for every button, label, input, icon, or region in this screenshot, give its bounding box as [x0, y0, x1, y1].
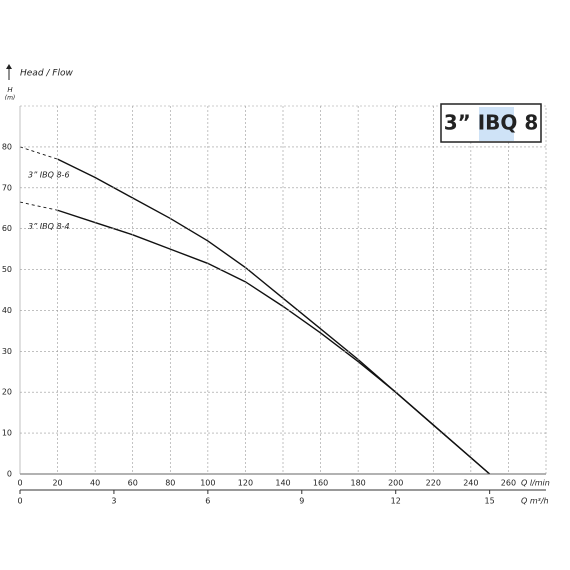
x-tick-label: 20 [52, 479, 62, 488]
curve-extrapolated [19, 146, 58, 160]
x-tick-label: 120 [238, 479, 253, 488]
x2-tick-label: 0 [17, 497, 22, 506]
y-tick-label: 70 [2, 183, 12, 192]
x2-tick-label: 15 [485, 497, 495, 506]
curve [57, 158, 491, 475]
y-unit: (m) [5, 95, 16, 102]
chart-title: 3” IBQ 8 [444, 111, 539, 135]
x-tick-label: 200 [388, 479, 403, 488]
x2-tick-label: 3 [111, 497, 116, 506]
y-label: Head / Flow [20, 69, 73, 79]
x2-tick-label: 12 [391, 497, 401, 506]
x-tick-label: 220 [426, 479, 441, 488]
y-tick-label: 50 [2, 265, 12, 274]
x-tick-label: 180 [351, 479, 366, 488]
curve [57, 209, 491, 475]
highlight [479, 107, 514, 141]
x-tick-label: 260 [501, 479, 516, 488]
x2-tick-label: 6 [205, 497, 210, 506]
curve-extrapolated [19, 201, 58, 211]
y-tick-label: 80 [2, 142, 12, 151]
y-tick-label: 60 [2, 224, 12, 233]
y-tick-label: 30 [2, 347, 12, 356]
x-tick-label: 240 [463, 479, 478, 488]
y-tick-label: 0 [7, 470, 12, 479]
x-tick-label: 60 [128, 479, 138, 488]
y-tick-label: 20 [2, 388, 12, 397]
x2-label: Q m³/h [521, 497, 549, 506]
x2-tick-label: 9 [299, 497, 304, 506]
x-tick-label: 160 [313, 479, 328, 488]
x-tick-label: 140 [275, 479, 290, 488]
series-label: 3” IBQ 8-4 [28, 222, 70, 231]
y-arrow-head [6, 64, 12, 69]
y-tick-label: 40 [2, 306, 12, 315]
x-tick-label: 80 [165, 479, 175, 488]
y-symbol: H [7, 86, 13, 94]
x-label: Q l/min [521, 479, 550, 488]
x-tick-label: 0 [17, 479, 22, 488]
y-tick-label: 10 [2, 429, 12, 438]
x-tick-label: 100 [200, 479, 215, 488]
series-label: 3” IBQ 8-6 [28, 171, 70, 180]
x-tick-label: 40 [90, 479, 100, 488]
